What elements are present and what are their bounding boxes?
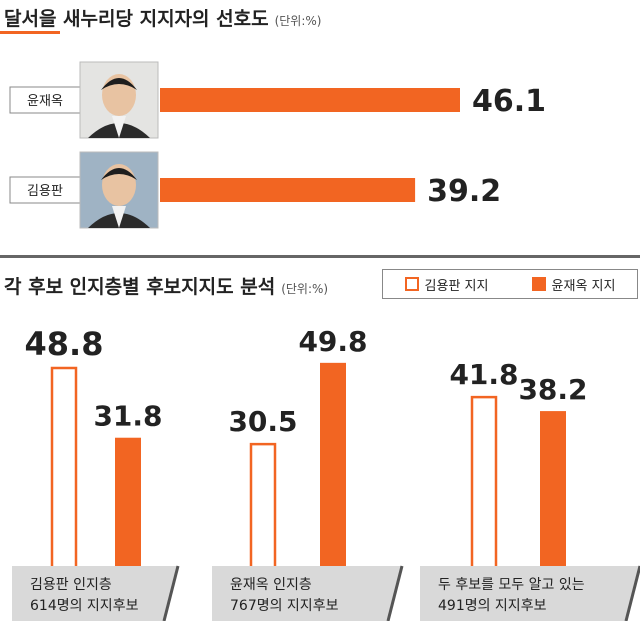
bar-kim-support (249, 442, 277, 572)
legend-swatch-outline (404, 277, 419, 291)
value-label-yoon: 38.2 (518, 373, 587, 406)
legend-item-yoon: 윤재옥 지지 (531, 275, 616, 294)
bar-yoon-support (320, 362, 346, 570)
top-chart-title-accent (0, 31, 60, 34)
value-label-yoon: 31.8 (93, 400, 162, 433)
category-label-line: 767명의 지지후보 (230, 598, 339, 614)
legend-label-kim: 김용판 지지 (424, 278, 489, 294)
category-label-line: 김용판 인지층 (30, 577, 112, 593)
name-label: 윤재옥 (27, 94, 63, 109)
bar-kim-support (50, 366, 78, 572)
legend: 김용판 지지 윤재옥 지지 (382, 269, 638, 299)
bottom-chart-title-text: 각 후보 인지층별 후보지지도 분석 (4, 276, 276, 298)
name-label: 김용판 (27, 184, 63, 199)
category-band-slash (162, 565, 180, 621)
bar-kim-support (470, 395, 498, 572)
candidate-photo-shirt (112, 116, 126, 138)
name-label-box (9, 86, 81, 114)
bottom-chart-unit: (단위:%) (281, 282, 329, 296)
name-label-box (9, 176, 81, 204)
category-label-band (420, 566, 640, 621)
bottom-chart-title: 각 후보 인지층별 후보지지도 분석 (단위:%) (4, 272, 328, 299)
top-chart-unit: (단위:%) (274, 14, 322, 28)
candidate-photo-shirt (112, 206, 126, 228)
bar-yoon-support (115, 437, 141, 570)
top-chart-title-text: 달서을 새누리당 지지자의 선호도 (4, 8, 269, 30)
section-separator (0, 255, 640, 258)
category-label-line: 614명의 지지후보 (30, 598, 139, 614)
legend-swatch-filled (531, 277, 546, 291)
category-label-line: 두 후보를 모두 알고 있는 (438, 577, 585, 593)
candidate-photo-hair (101, 78, 137, 90)
category-band-slash (386, 565, 404, 621)
legend-item-kim: 김용판 지지 (404, 275, 489, 294)
value-label-kim: 30.5 (228, 405, 297, 438)
category-label-line: 윤재옥 인지층 (230, 577, 312, 593)
legend-label-yoon: 윤재옥 지지 (551, 278, 616, 294)
value-label-kim: 48.8 (25, 325, 104, 363)
category-band-slash (624, 565, 640, 621)
category-label-band (12, 566, 178, 621)
bar-yoon-support (540, 411, 566, 570)
category-label-line: 491명의 지지후보 (438, 598, 547, 614)
value-label-yoon: 49.8 (298, 325, 367, 358)
category-label-band (212, 566, 402, 621)
top-bar (160, 178, 416, 202)
top-bar-value: 39.2 (427, 174, 501, 209)
top-chart-title: 달서을 새누리당 지지자의 선호도 (단위:%) (4, 4, 321, 31)
candidate-photo-hair (101, 168, 137, 180)
top-bar-value: 46.1 (472, 84, 546, 119)
value-label-kim: 41.8 (449, 358, 518, 391)
top-bar (160, 88, 460, 112)
